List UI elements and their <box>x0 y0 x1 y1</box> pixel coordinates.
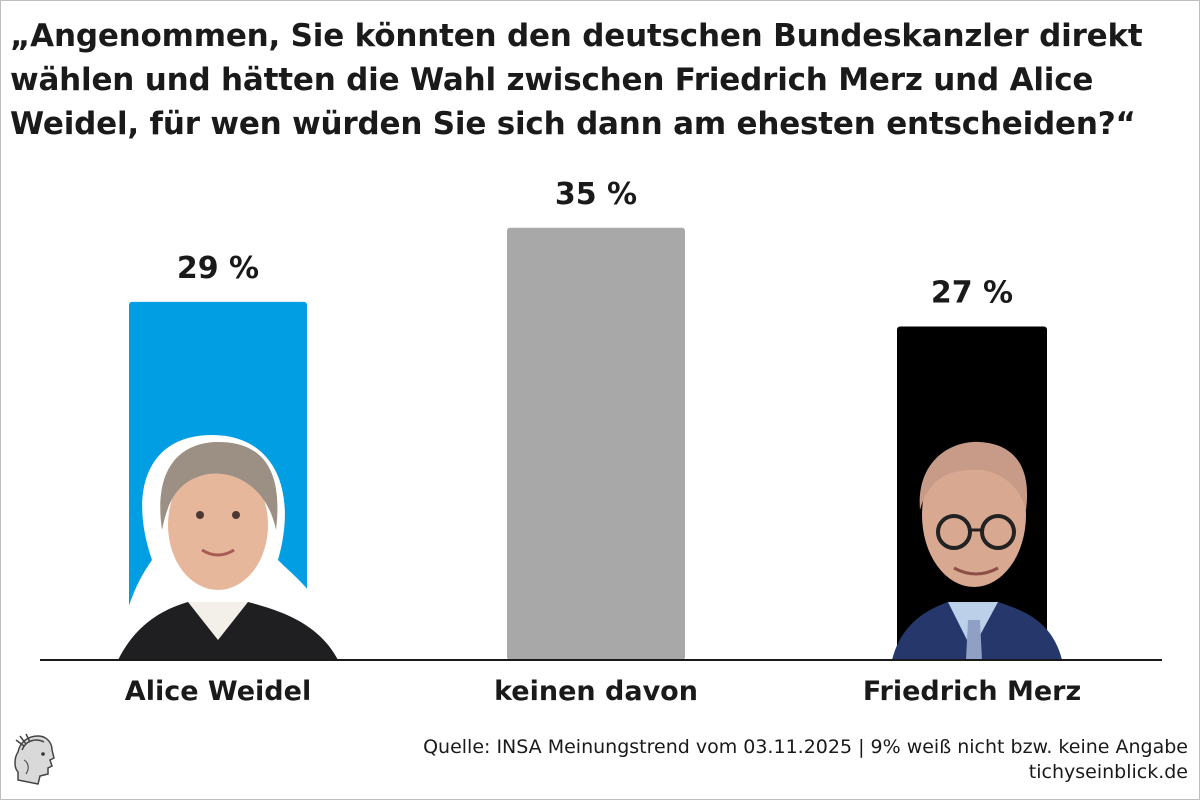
value-label-2: 27 % <box>931 276 1013 311</box>
source-note: Quelle: INSA Meinungstrend vom 03.11.202… <box>423 736 1188 758</box>
category-label-2: Friedrich Merz <box>863 676 1081 707</box>
chart-title: „Angenommen, Sie könnten den deutschen B… <box>10 18 1143 142</box>
portrait-friedrich-merz <box>892 441 1062 660</box>
site-url: tichyseinblick.de <box>1028 761 1188 783</box>
value-label-0: 29 % <box>177 251 259 286</box>
value-label-1: 35 % <box>555 177 637 212</box>
portrait-alice-weidel <box>114 435 342 660</box>
bar-1 <box>507 227 685 660</box>
category-label-0: Alice Weidel <box>125 676 311 707</box>
mercury-head-logo-icon <box>10 728 60 788</box>
category-label-1: keinen davon <box>494 676 698 707</box>
